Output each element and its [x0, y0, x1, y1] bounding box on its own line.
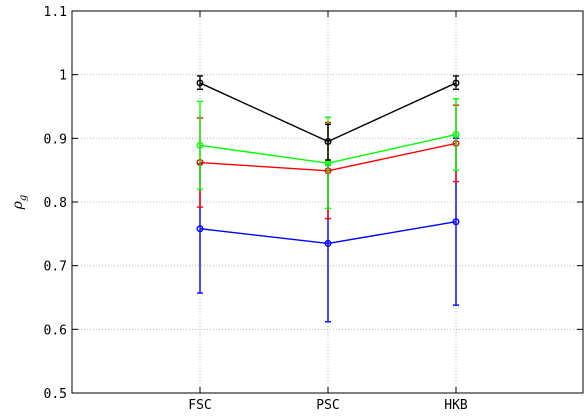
data-point — [452, 79, 460, 87]
data-point — [452, 131, 460, 139]
y-tick-label: 0.8 — [44, 196, 67, 211]
data-point — [196, 225, 204, 233]
y-axis-label-symbol: ρ — [10, 200, 26, 210]
data-point — [196, 79, 204, 87]
y-axis-label-subscript: g — [18, 195, 29, 201]
series-3 — [196, 75, 460, 161]
x-tick-label: PSC — [316, 398, 339, 413]
x-tick-label: HKB — [444, 398, 468, 413]
data-point — [196, 141, 204, 149]
axis-labels: 0.5 0.6 0.7 0.8 0.9 1 1.1 FSC PSC HKB — [44, 5, 468, 413]
y-axis-label: ρg — [10, 195, 29, 211]
y-tick-label: 0.6 — [44, 323, 67, 338]
y-tick-label: 0.7 — [44, 260, 67, 275]
series-group — [196, 75, 460, 323]
axis-ticks — [72, 10, 583, 394]
y-tick-label: 0.5 — [44, 387, 67, 402]
y-tick-label: 1 — [59, 69, 67, 84]
y-tick-label: 0.9 — [44, 132, 67, 147]
data-point — [324, 239, 332, 247]
data-point — [452, 218, 460, 226]
y-tick-label: 1.1 — [44, 5, 67, 20]
x-tick-label: FSC — [188, 398, 211, 413]
data-point — [324, 138, 332, 146]
series-2 — [196, 98, 460, 210]
